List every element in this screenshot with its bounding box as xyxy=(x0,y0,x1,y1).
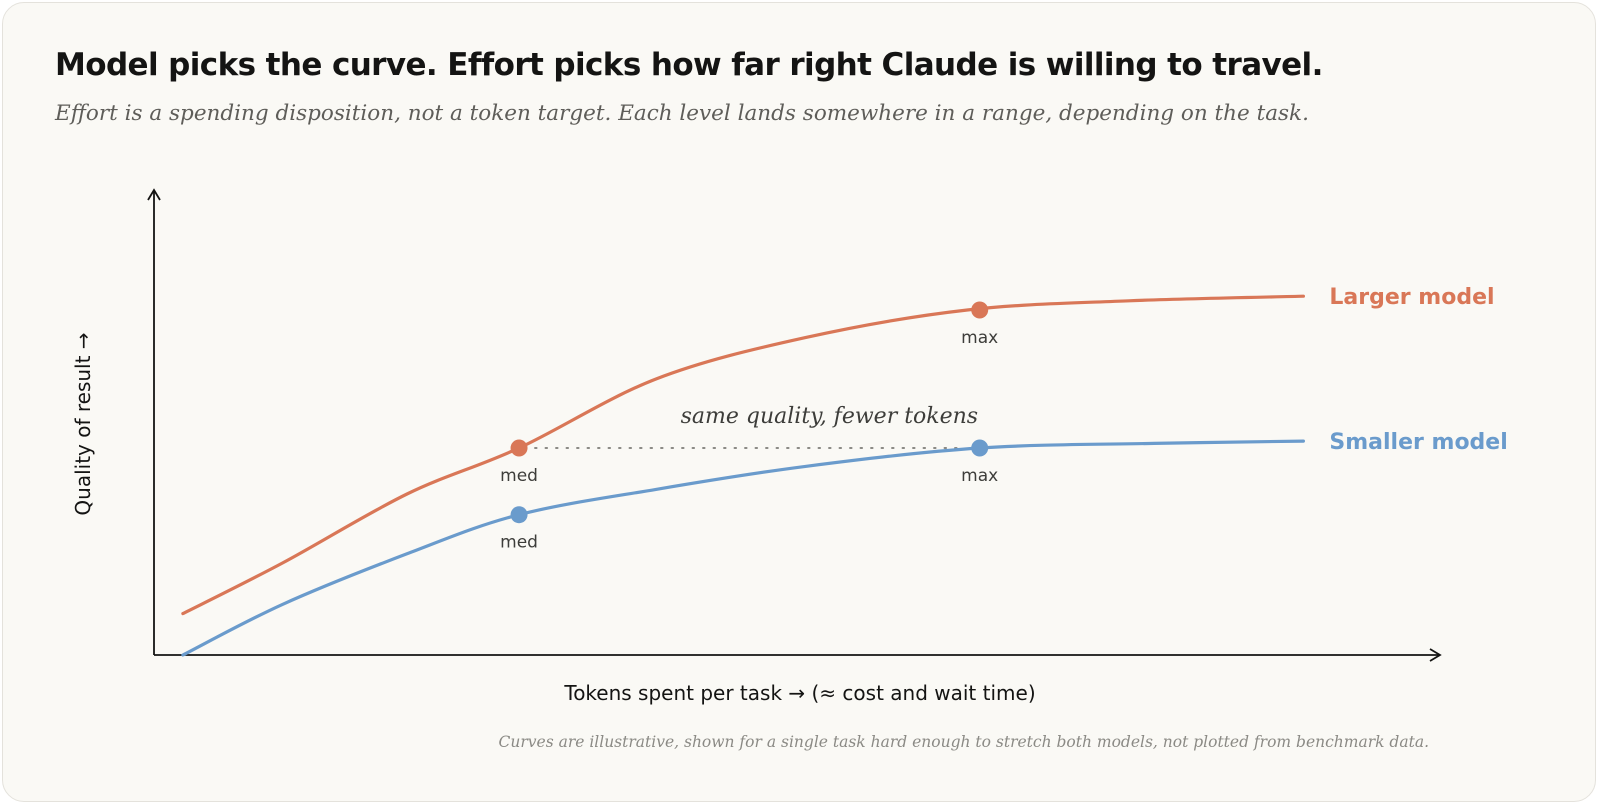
data-point-label: max xyxy=(961,466,998,486)
series-name-label: Larger model xyxy=(1329,285,1494,310)
x-axis-label: Tokens spent per task → (≈ cost and wait… xyxy=(563,681,1035,705)
chart-title: Model picks the curve. Effort picks how … xyxy=(55,47,1323,83)
series-layer: med max Larger model med max Smaller model xyxy=(181,285,1508,657)
data-point xyxy=(510,439,528,457)
series-line xyxy=(181,294,1305,616)
data-point xyxy=(971,439,989,457)
series-line xyxy=(181,439,1305,657)
annotation-layer: same quality, fewer tokens xyxy=(534,404,978,449)
annotation-text: same quality, fewer tokens xyxy=(681,404,978,429)
data-point-label: med xyxy=(500,466,538,486)
chart-subtitle: Effort is a spending disposition, not a … xyxy=(55,101,1309,126)
series-name-label: Smaller model xyxy=(1329,430,1507,455)
y-axis-label: Quality of result → xyxy=(71,332,95,515)
series-smaller-model: med max Smaller model xyxy=(181,430,1508,657)
series-larger-model: med max Larger model xyxy=(181,285,1495,616)
chart-footnote: Curves are illustrative, shown for a sin… xyxy=(498,733,1429,751)
data-point-label: max xyxy=(961,328,998,348)
data-point xyxy=(510,506,528,524)
data-point xyxy=(971,301,989,319)
data-point-label: med xyxy=(500,533,538,553)
